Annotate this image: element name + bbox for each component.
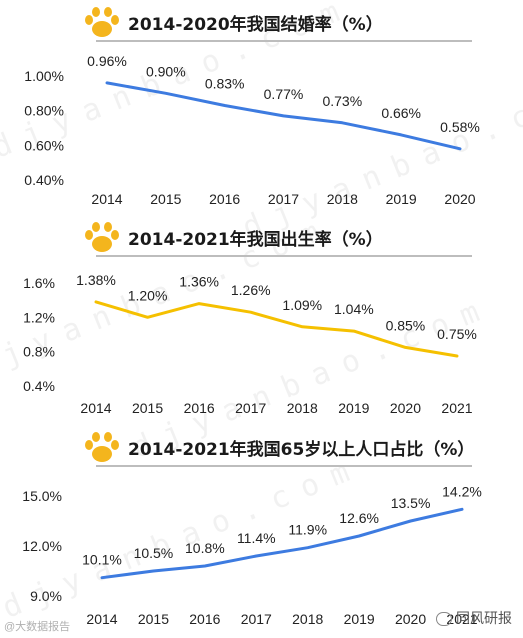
y-tick-label: 0.40% (24, 172, 64, 188)
data-label: 1.36% (179, 274, 219, 290)
x-tick-label: 2020 (390, 400, 421, 416)
x-tick-label: 2015 (150, 191, 181, 207)
x-tick-label: 2019 (338, 400, 369, 416)
chart-panel-birth: 2014-2021年我国出生率（%） 0.4% 0.8% 1.2% 1.6% 2014 2… (0, 215, 523, 425)
data-label: 0.66% (381, 105, 421, 121)
data-label: 1.26% (231, 282, 271, 298)
y-tick-label: 1.2% (23, 309, 55, 325)
x-tick-label: 2015 (132, 400, 163, 416)
data-label: 1.38% (76, 272, 116, 288)
x-tick-label: 2014 (80, 400, 111, 416)
footer-brand: 同风研报 (436, 608, 512, 628)
paw-icon (85, 432, 119, 462)
x-tick-label: 2018 (287, 400, 318, 416)
chart-panel-elderly: 2014-2021年我国65岁以上人口占比（%） 9.0% 12.0% 15.0% 2… (0, 425, 523, 638)
data-label: 1.09% (282, 297, 322, 313)
paw-toe (111, 440, 119, 450)
x-tick-label: 2014 (86, 611, 117, 627)
paw-icon (85, 7, 119, 37)
chart-title: 2014-2021年我国出生率（%） (128, 230, 383, 250)
footer-source: @大数据报告 (4, 621, 71, 633)
series-line (105, 81, 462, 151)
line-chart-marriage: 0.40% 0.60% 0.80% 1.00% 2014 2015 2016 2017 2018… (24, 53, 480, 207)
data-label: 10.5% (134, 545, 174, 561)
x-tick-label: 2019 (386, 191, 417, 207)
data-label: 0.85% (386, 317, 426, 333)
paw-toe (104, 222, 112, 232)
data-label: 12.6% (339, 510, 379, 526)
series-line (94, 300, 459, 358)
y-tick-label: 1.00% (24, 68, 64, 84)
wechat-icon (436, 612, 452, 627)
x-tick-label: 2021 (446, 611, 477, 627)
chart-header: 2014-2020年我国结婚率（%） (0, 0, 523, 44)
data-label: 0.73% (322, 93, 362, 109)
y-tick-label: 0.8% (23, 344, 55, 360)
paw-pad (92, 446, 112, 462)
chart-panel-marriage: 2014-2020年我国结婚率（%） 0.40% 0.60% 0.80% 1.00% 2… (0, 0, 523, 215)
x-tick-label: 2020 (444, 191, 475, 207)
y-tick-label: 0.80% (24, 103, 64, 119)
chart-header: 2014-2021年我国65岁以上人口占比（%） (0, 425, 523, 469)
data-label: 1.04% (334, 301, 374, 317)
footer-brand-label: 同风研报 (456, 610, 512, 626)
y-tick-label: 0.4% (23, 378, 55, 394)
title-divider (96, 40, 472, 42)
y-tick-label: 12.0% (22, 538, 62, 554)
y-tick-label: 1.6% (23, 275, 55, 291)
title-divider (96, 255, 472, 257)
x-tick-label: 2018 (327, 191, 358, 207)
x-tick-label: 2016 (184, 400, 215, 416)
line-chart-elderly: 9.0% 12.0% 15.0% 2014 2015 2016 2017 2018 2019 20… (22, 483, 482, 627)
data-label: 1.20% (128, 287, 168, 303)
data-label: 0.90% (146, 63, 186, 79)
paw-icon (85, 222, 119, 252)
data-label: 0.77% (264, 86, 304, 102)
paw-toe (111, 15, 119, 25)
data-label: 10.1% (82, 552, 122, 568)
x-tick-label: 2019 (344, 611, 375, 627)
paw-pad (92, 21, 112, 37)
x-tick-label: 2018 (292, 611, 323, 627)
data-label: 0.75% (437, 326, 477, 342)
chart-title: 2014-2021年我国65岁以上人口占比（%） (128, 440, 475, 460)
title-divider (96, 465, 472, 467)
x-tick-label: 2016 (189, 611, 220, 627)
data-label: 14.2% (442, 483, 482, 499)
x-tick-label: 2014 (91, 191, 122, 207)
paw-pad (92, 236, 112, 252)
x-tick-label: 2021 (441, 400, 472, 416)
paw-toe (92, 222, 100, 232)
chart-title: 2014-2020年我国结婚率（%） (128, 15, 383, 35)
y-tick-label: 9.0% (30, 588, 62, 604)
y-tick-label: 15.0% (22, 488, 62, 504)
y-tick-label: 0.60% (24, 137, 64, 153)
data-label: 13.5% (391, 495, 431, 511)
paw-toe (92, 432, 100, 442)
x-tick-label: 2017 (268, 191, 299, 207)
x-tick-label: 2017 (241, 611, 272, 627)
paw-toe (85, 230, 93, 240)
paw-toe (111, 230, 119, 240)
data-label: 11.9% (288, 522, 327, 538)
x-tick-label: 2017 (235, 400, 266, 416)
x-tick-label: 2015 (138, 611, 169, 627)
paw-toe (85, 15, 93, 25)
paw-toe (104, 432, 112, 442)
line-chart-birth: 0.4% 0.8% 1.2% 1.6% 2014 2015 2016 2017 2018 2019… (23, 272, 477, 416)
paw-toe (85, 440, 93, 450)
data-label: 0.58% (440, 119, 480, 135)
x-tick-label: 2016 (209, 191, 240, 207)
paw-toe (92, 7, 100, 17)
data-label: 0.83% (205, 75, 245, 91)
data-label: 11.4% (237, 530, 276, 546)
paw-toe (104, 7, 112, 17)
data-label: 10.8% (185, 540, 225, 556)
data-label: 0.96% (87, 53, 127, 69)
series-line (100, 507, 464, 580)
chart-header: 2014-2021年我国出生率（%） (0, 215, 523, 259)
x-tick-label: 2020 (395, 611, 426, 627)
